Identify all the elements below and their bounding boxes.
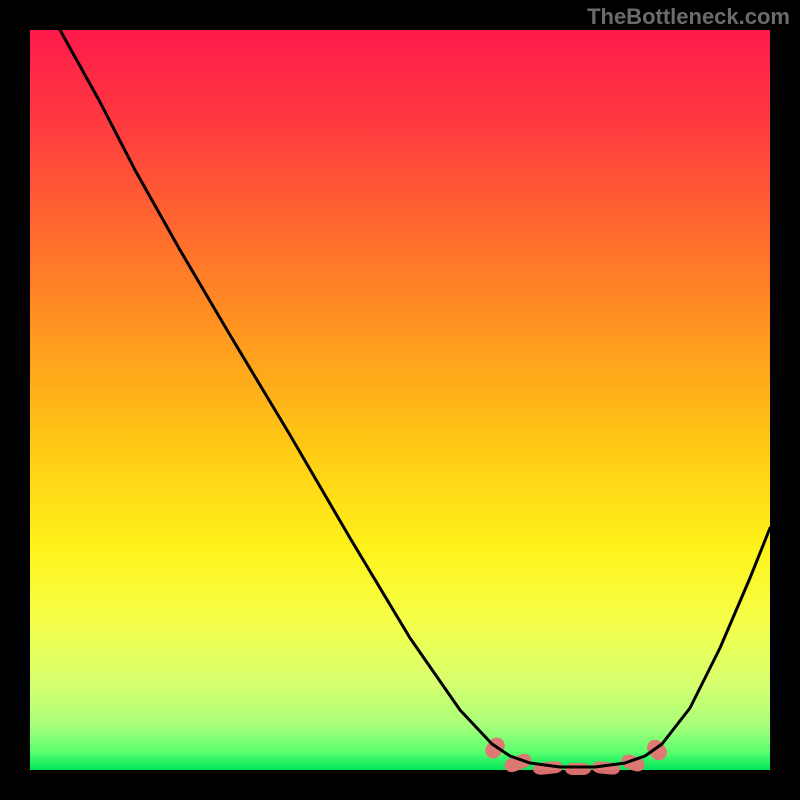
plot-area bbox=[30, 30, 770, 770]
chart-container: TheBottleneck.com bbox=[0, 0, 800, 800]
watermark-text: TheBottleneck.com bbox=[587, 4, 790, 30]
